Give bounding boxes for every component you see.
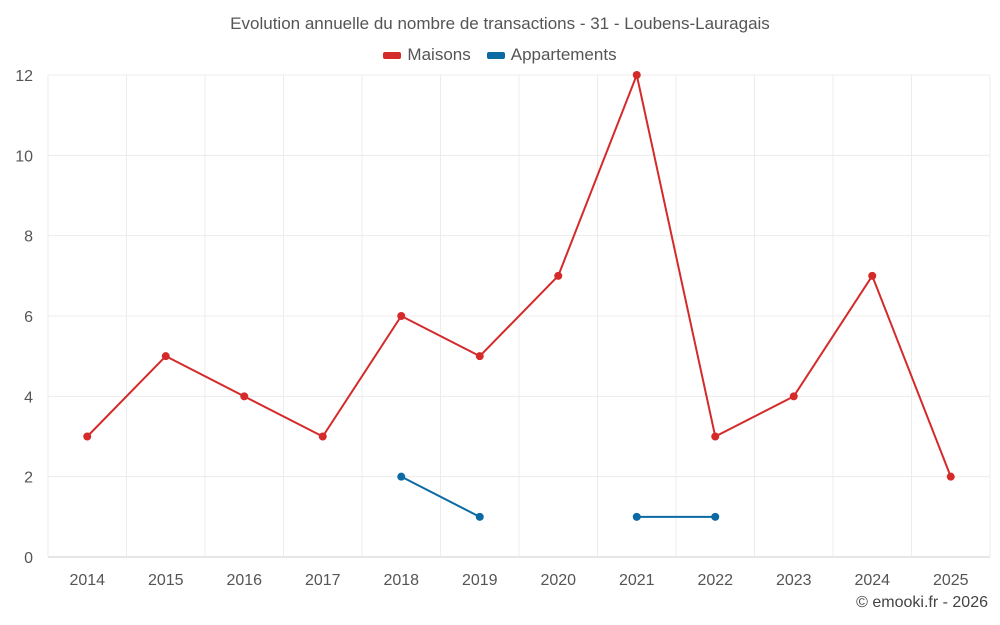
data-point-maisons [318, 432, 327, 441]
legend: Maisons Appartements [0, 45, 1000, 65]
data-point-maisons [632, 71, 641, 79]
x-tick-label: 2021 [619, 572, 655, 589]
y-tick-label: 8 [24, 229, 33, 246]
x-tick-label: 2024 [854, 572, 890, 589]
x-tick-label: 2015 [148, 572, 184, 589]
data-point-maisons [240, 392, 249, 401]
x-tick-label: 2016 [226, 572, 262, 589]
x-tick-label: 2018 [383, 572, 419, 589]
legend-item-maisons[interactable]: Maisons [383, 45, 471, 65]
series-line-appartements [400, 475, 481, 518]
data-point-maisons [711, 432, 720, 441]
legend-label-maisons: Maisons [407, 45, 471, 64]
x-tick-label: 2017 [305, 572, 341, 589]
chart-title: Evolution annuelle du nombre de transact… [230, 14, 770, 33]
data-point-appartements [475, 512, 484, 521]
data-point-maisons [161, 352, 170, 361]
data-point-maisons [475, 352, 484, 361]
series-line-maisons [86, 74, 952, 478]
data-point-maisons [554, 271, 563, 280]
x-tick-label: 2025 [933, 572, 969, 589]
y-tick-label: 4 [24, 389, 33, 406]
y-tick-label: 6 [24, 309, 33, 326]
legend-item-appartements[interactable]: Appartements [486, 45, 617, 65]
legend-swatch-appartements [486, 51, 505, 59]
x-tick-label: 2020 [540, 572, 576, 589]
y-tick-label: 0 [24, 550, 33, 567]
data-point-maisons [946, 472, 955, 481]
y-tick-label: 12 [15, 68, 33, 85]
legend-label-appartements: Appartements [510, 45, 617, 64]
data-point-maisons [83, 432, 92, 441]
data-point-appartements [632, 512, 641, 521]
data-point-maisons [868, 271, 877, 280]
x-tick-label: 2023 [776, 572, 812, 589]
data-point-maisons [397, 312, 406, 320]
y-tick-label: 10 [15, 148, 33, 165]
x-tick-label: 2022 [697, 572, 733, 589]
y-tick-label: 2 [24, 470, 33, 487]
legend-swatch-maisons [383, 51, 402, 59]
x-tick-label: 2019 [462, 572, 498, 589]
data-point-appartements [397, 472, 406, 481]
data-point-appartements [711, 512, 720, 521]
credit-text: © emooki.fr - 2026 [856, 594, 988, 611]
x-tick-label: 2014 [69, 572, 105, 589]
data-point-maisons [789, 392, 798, 401]
